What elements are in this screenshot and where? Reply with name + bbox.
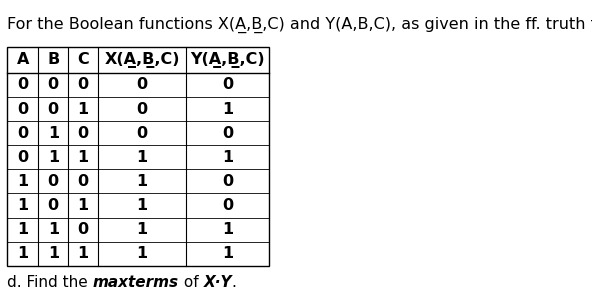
Text: 1: 1 <box>223 222 233 237</box>
Text: 0: 0 <box>78 126 88 141</box>
Text: 1: 1 <box>17 174 28 189</box>
Text: B: B <box>47 52 59 68</box>
Bar <box>7 47 269 266</box>
Text: 1: 1 <box>223 101 233 117</box>
Text: 1: 1 <box>137 246 147 261</box>
Text: 0: 0 <box>17 101 28 117</box>
Text: 0: 0 <box>223 198 233 213</box>
Text: 0: 0 <box>223 77 233 93</box>
Text: 0: 0 <box>48 77 59 93</box>
Text: 1: 1 <box>137 222 147 237</box>
Text: 1: 1 <box>78 101 88 117</box>
Text: 1: 1 <box>48 150 59 165</box>
Text: 0: 0 <box>48 101 59 117</box>
Text: 1: 1 <box>17 222 28 237</box>
Text: 1: 1 <box>48 126 59 141</box>
Text: 0: 0 <box>48 198 59 213</box>
Text: 1: 1 <box>78 246 88 261</box>
Text: X·Y: X·Y <box>204 275 232 290</box>
Text: C: C <box>77 52 89 68</box>
Text: A: A <box>17 52 29 68</box>
Text: 1: 1 <box>137 150 147 165</box>
Text: 1: 1 <box>17 246 28 261</box>
Text: 0: 0 <box>137 101 147 117</box>
Text: 0: 0 <box>137 126 147 141</box>
Text: 0: 0 <box>78 77 88 93</box>
Text: maxterms: maxterms <box>93 275 179 290</box>
Text: 0: 0 <box>17 126 28 141</box>
Text: 1: 1 <box>48 246 59 261</box>
Text: 1: 1 <box>223 150 233 165</box>
Text: 1: 1 <box>48 222 59 237</box>
Text: 1: 1 <box>137 174 147 189</box>
Text: 1: 1 <box>137 198 147 213</box>
Text: 0: 0 <box>78 174 88 189</box>
Text: 0: 0 <box>17 150 28 165</box>
Text: 0: 0 <box>48 174 59 189</box>
Text: 1: 1 <box>78 198 88 213</box>
Text: 0: 0 <box>17 77 28 93</box>
Text: 0: 0 <box>223 126 233 141</box>
Text: 1: 1 <box>223 246 233 261</box>
Text: d. Find the: d. Find the <box>7 275 93 290</box>
Text: 0: 0 <box>137 77 147 93</box>
Text: Y(A̲,B̲,C): Y(A̲,B̲,C) <box>191 52 265 68</box>
Text: 1: 1 <box>17 198 28 213</box>
Text: of: of <box>179 275 204 290</box>
Text: 0: 0 <box>78 222 88 237</box>
Text: For the Boolean functions X(A̲,B̲,C) and Y(A,B,C), as given in the ff. truth tab: For the Boolean functions X(A̲,B̲,C) and… <box>7 17 592 33</box>
Text: X(A̲,B̲,C): X(A̲,B̲,C) <box>104 52 180 68</box>
Text: 1: 1 <box>78 150 88 165</box>
Text: 0: 0 <box>223 174 233 189</box>
Text: .: . <box>232 275 237 290</box>
